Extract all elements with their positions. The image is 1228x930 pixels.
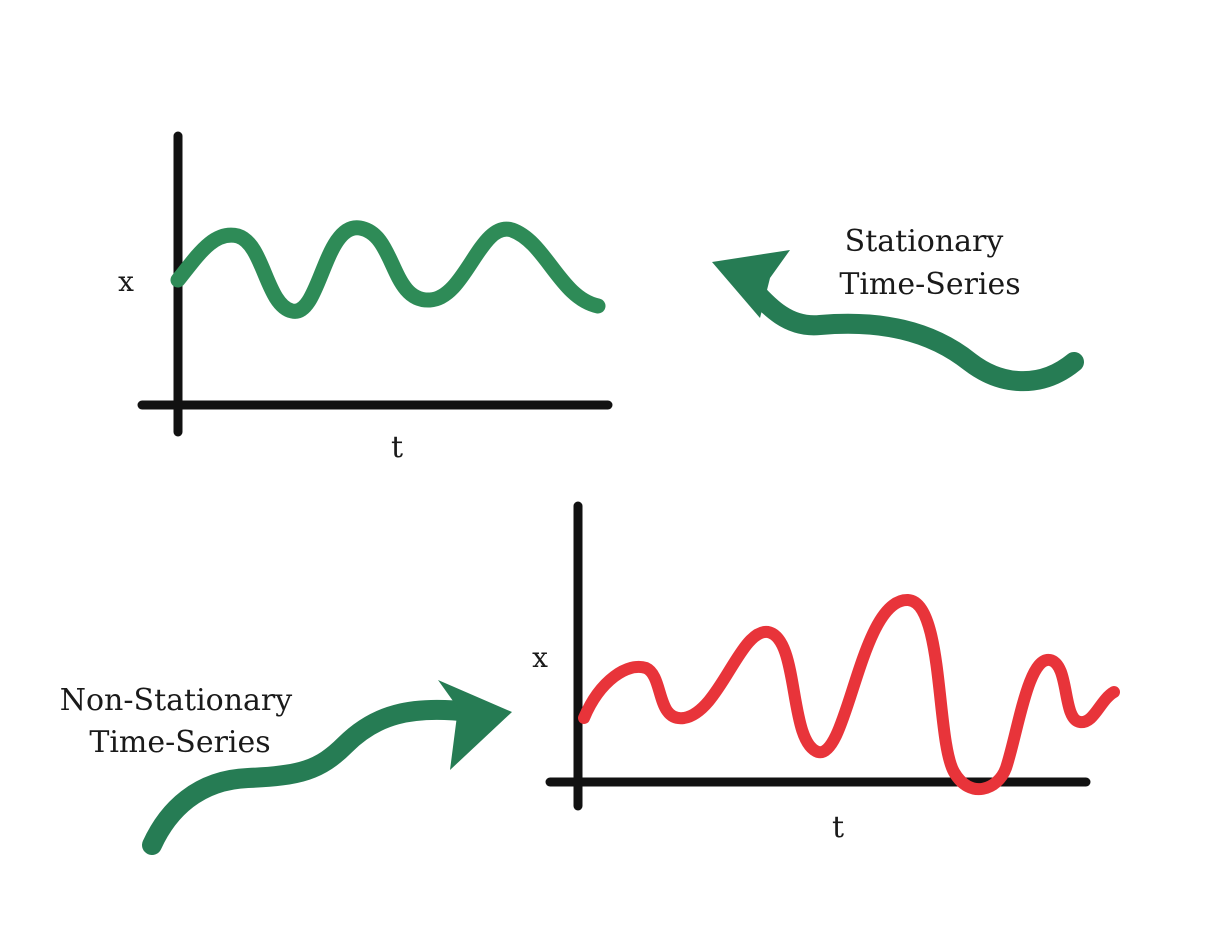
non-stationary-arrow	[142, 680, 512, 855]
stationary-arrowhead	[712, 250, 790, 318]
non-stationary-x-label: t	[832, 810, 844, 845]
non-stationary-plot: x t	[532, 501, 1120, 845]
stationary-annotation-line-2: Time-Series	[839, 267, 1020, 302]
non-stationary-annotation-line-2: Time-Series	[89, 725, 270, 760]
non-stationary-y-label: x	[532, 641, 548, 674]
stationary-annotation-line-1: Stationary	[845, 224, 1004, 259]
stationary-wave	[170, 220, 606, 319]
non-stationary-wave	[578, 593, 1120, 796]
non-stationary-annotation-line-1: Non-Stationary	[60, 683, 293, 718]
non-stationary-arrowhead	[438, 680, 512, 770]
stationary-plot: x t	[118, 131, 613, 465]
stationary-y-label: x	[118, 265, 134, 298]
non-stationary-arrow-shaft	[142, 699, 480, 855]
stationary-arrow-shaft	[735, 270, 1084, 392]
stationary-x-label: t	[391, 430, 403, 465]
stationary-arrow	[712, 250, 1084, 392]
